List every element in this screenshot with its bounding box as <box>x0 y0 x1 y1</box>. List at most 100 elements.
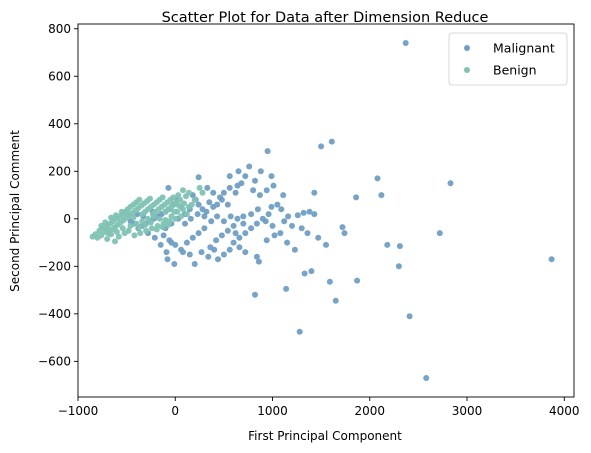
point-malignant <box>206 199 212 205</box>
point-benign <box>178 213 184 219</box>
point-malignant <box>437 230 443 236</box>
point-malignant <box>171 261 177 267</box>
point-malignant <box>164 249 170 255</box>
point-malignant <box>257 192 263 198</box>
point-benign <box>131 232 137 238</box>
point-malignant <box>201 225 207 231</box>
y-tick-label: 200 <box>48 164 71 178</box>
point-malignant <box>255 206 261 212</box>
point-benign <box>186 190 192 196</box>
point-malignant <box>152 235 158 241</box>
x-tick-label: 3000 <box>452 404 483 418</box>
y-axis-title: Second Principal Comment <box>8 130 22 292</box>
legend-marker-benign <box>464 67 470 73</box>
point-malignant <box>192 261 198 267</box>
point-malignant <box>252 178 258 184</box>
point-malignant <box>221 252 227 258</box>
point-benign <box>160 194 166 200</box>
point-malignant <box>292 247 298 253</box>
point-malignant <box>269 173 275 179</box>
point-malignant <box>274 202 280 208</box>
point-malignant <box>235 216 241 222</box>
point-malignant <box>318 143 324 149</box>
point-malignant <box>549 256 555 262</box>
point-benign <box>157 216 163 222</box>
point-malignant <box>199 249 205 255</box>
point-benign <box>171 209 177 215</box>
point-malignant <box>271 183 277 189</box>
point-malignant <box>264 237 270 243</box>
point-benign <box>105 227 111 233</box>
point-malignant <box>248 225 254 231</box>
point-malignant <box>396 263 402 269</box>
point-malignant <box>219 197 225 203</box>
point-malignant <box>242 173 248 179</box>
y-axis-ticks: −600−400−2000200400600800 <box>38 22 78 369</box>
point-malignant <box>327 279 333 285</box>
point-benign <box>180 187 186 193</box>
point-malignant <box>264 187 270 193</box>
point-malignant <box>225 202 231 208</box>
point-malignant <box>235 183 241 189</box>
point-malignant <box>248 211 254 217</box>
point-benign <box>130 215 136 221</box>
point-malignant <box>180 249 186 255</box>
x-tick-label: 2000 <box>354 404 385 418</box>
point-malignant <box>315 235 321 241</box>
point-malignant <box>403 40 409 46</box>
point-malignant <box>311 190 317 196</box>
point-malignant <box>221 190 227 196</box>
point-malignant <box>258 168 264 174</box>
x-tick-label: 1000 <box>257 404 288 418</box>
point-malignant <box>228 213 234 219</box>
legend-label-malignant: Malignant <box>493 41 555 56</box>
y-tick-label: 400 <box>48 117 71 131</box>
point-malignant <box>384 242 390 248</box>
point-malignant <box>252 292 258 298</box>
point-malignant <box>187 252 193 258</box>
legend-label-benign: Benign <box>493 63 537 78</box>
point-malignant <box>263 218 269 224</box>
point-malignant <box>213 237 219 243</box>
point-malignant <box>205 254 211 260</box>
point-malignant <box>236 168 242 174</box>
point-malignant <box>281 218 287 224</box>
point-malignant <box>240 221 246 227</box>
point-benign <box>142 222 148 228</box>
point-malignant <box>397 243 403 249</box>
point-malignant <box>299 225 305 231</box>
y-tick-label: 0 <box>63 212 71 226</box>
point-malignant <box>329 139 335 145</box>
point-malignant <box>168 240 174 246</box>
point-benign <box>151 213 157 219</box>
point-malignant <box>277 230 283 236</box>
point-benign <box>128 223 134 229</box>
point-malignant <box>423 375 429 381</box>
x-axis-ticks: −1000 0 1000 2000 3000 4000 <box>58 397 580 418</box>
point-benign <box>147 196 153 202</box>
point-malignant <box>200 206 206 212</box>
point-malignant <box>242 249 248 255</box>
point-malignant <box>333 298 339 304</box>
point-malignant <box>269 204 275 210</box>
point-malignant <box>195 211 201 217</box>
point-malignant <box>196 174 202 180</box>
point-benign <box>148 219 154 225</box>
point-malignant <box>210 204 216 210</box>
point-malignant <box>278 206 284 212</box>
y-tick-label: −400 <box>38 307 71 321</box>
point-malignant <box>284 240 290 246</box>
point-malignant <box>295 212 301 218</box>
legend: Malignant Benign <box>449 33 567 85</box>
point-benign <box>186 204 192 210</box>
point-malignant <box>285 213 291 219</box>
point-malignant <box>204 185 210 191</box>
point-malignant <box>301 210 307 216</box>
point-malignant <box>233 230 239 236</box>
point-malignant <box>196 230 202 236</box>
point-malignant <box>242 230 248 236</box>
point-malignant <box>231 240 237 246</box>
x-tick-label: 0 <box>171 404 179 418</box>
point-malignant <box>407 313 413 319</box>
point-malignant <box>221 218 227 224</box>
